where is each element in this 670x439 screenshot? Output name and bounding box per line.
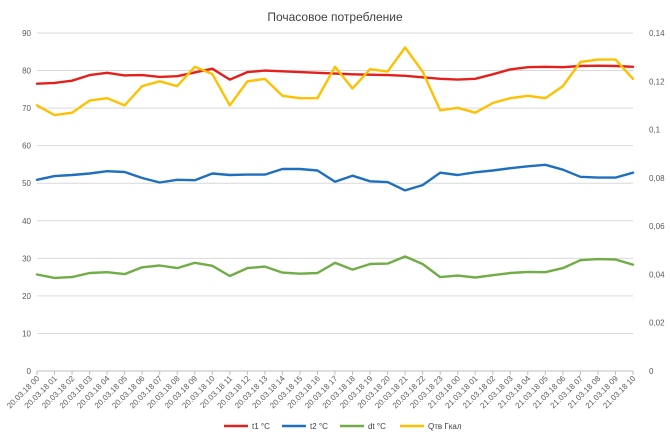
left-y-tick-label: 70 — [22, 104, 31, 113]
right-y-tick-label: 0,04 — [649, 270, 665, 279]
right-y-tick-label: 0,02 — [649, 319, 665, 328]
right-y-tick-label: 0 — [649, 367, 654, 376]
left-y-tick-label: 20 — [22, 292, 31, 301]
right-y-tick-label: 0,08 — [649, 174, 665, 183]
legend-item: dt °C — [340, 422, 386, 431]
chart-title: Почасовое потребление — [267, 10, 403, 24]
right-y-tick-label: 0,06 — [649, 222, 665, 231]
series-line-3 — [35, 46, 635, 117]
legend-item: t1 °C — [224, 422, 270, 431]
left-y-axis: 0 10 20 30 40 50 60 70 80 90 — [22, 29, 31, 376]
series-line-0 — [35, 64, 635, 85]
right-y-tick-label: 0,14 — [649, 29, 665, 38]
legend-label: Qтв Гкал — [428, 422, 462, 431]
left-y-tick-label: 30 — [22, 254, 31, 263]
legend-label: t2 °C — [310, 422, 328, 431]
right-y-tick-label: 0,12 — [649, 77, 665, 86]
gridlines — [37, 32, 633, 372]
legend-label: dt °C — [368, 422, 386, 431]
left-y-tick-label: 80 — [22, 67, 31, 76]
legend-label: t1 °C — [252, 422, 270, 431]
left-y-tick-label: 90 — [22, 29, 31, 38]
right-y-axis: 0 0,02 0,04 0,06 0,08 0,1 0,12 0,14 — [649, 29, 665, 376]
left-y-tick-label: 10 — [22, 329, 31, 338]
legend: t1 °C t2 °C dt °C Qтв Гкал — [224, 422, 462, 431]
legend-item: Qтв Гкал — [400, 422, 462, 431]
right-y-tick-label: 0,1 — [649, 126, 661, 135]
left-y-tick-label: 50 — [22, 179, 31, 188]
series-line-2 — [35, 255, 635, 280]
left-y-tick-label: 60 — [22, 142, 31, 151]
left-y-tick-label: 0 — [27, 367, 32, 376]
series-lines — [35, 46, 635, 280]
left-y-tick-label: 40 — [22, 217, 31, 226]
legend-item: t2 °C — [282, 422, 328, 431]
series-line-1 — [35, 163, 635, 192]
